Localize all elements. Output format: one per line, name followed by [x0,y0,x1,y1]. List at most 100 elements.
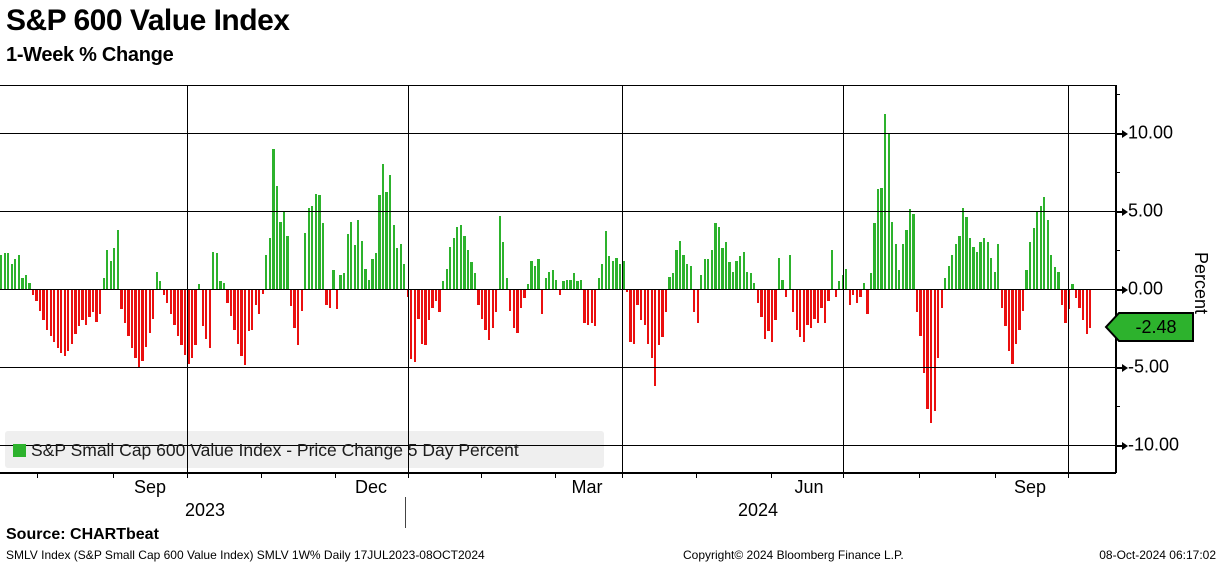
y-minor-tick [1115,250,1120,252]
y-tick-label: -5.00 [1128,356,1170,377]
bar [855,289,858,304]
bar [509,289,512,311]
x-gridline [408,85,409,472]
bar [219,281,222,289]
bar [38,289,42,311]
bar [399,243,402,289]
bar [636,289,639,305]
bar [707,259,710,289]
bar [289,289,293,307]
bar [102,278,105,289]
bar [45,289,49,330]
y-axis-line [1115,85,1117,473]
bar [866,289,869,314]
bar [502,242,505,289]
bar [116,229,119,289]
bar [622,260,625,289]
bar [473,273,477,289]
y-major-tick [1115,133,1123,135]
bar [717,226,721,289]
bar [1057,271,1060,289]
bar [541,289,544,314]
bar [335,289,339,310]
bar [378,195,381,289]
bar [130,289,134,349]
bar [53,289,56,343]
bar [505,278,508,289]
bar [961,207,965,289]
bar [777,257,781,289]
bar [615,257,618,289]
bar [360,240,363,289]
x-month-label: Sep [1013,477,1047,497]
bar [487,289,491,341]
bar [951,254,954,289]
legend-label: S&P Small Cap 600 Value Index - Price Ch… [31,440,519,460]
bar [459,225,462,289]
bar [434,289,438,302]
bar [1060,289,1064,305]
bar [555,279,558,289]
bar [1085,289,1088,335]
bar [17,254,20,289]
bar [1036,211,1039,289]
bar [166,289,169,304]
y-axis-title: Percent [1191,252,1211,315]
x-gridline [622,85,623,472]
bar [983,237,986,289]
bar [314,193,317,289]
bar [548,271,551,289]
bar [1028,242,1032,289]
page-title: S&P 600 Value Index [6,4,290,37]
flag-shape [1104,312,1194,342]
bar [226,289,229,304]
bar [106,250,109,289]
y-tick-label: -10.00 [1128,434,1180,455]
bar [898,270,901,289]
bar [685,264,689,289]
bar [1021,289,1025,311]
bar [67,289,70,352]
bar [763,289,767,339]
bar [990,257,993,289]
bar [159,281,162,289]
bar [10,264,13,289]
bar [311,206,314,289]
bar [519,289,523,308]
x-month-label: Mar [571,477,603,497]
bar [640,289,643,321]
bar [944,278,947,289]
bar [134,289,137,358]
y-tick-arrow-icon [1122,207,1128,216]
bar [901,243,904,289]
x-month-tick [919,472,920,478]
bar [675,250,678,289]
bar [173,289,176,325]
bar [1064,289,1067,324]
bar [1089,289,1092,328]
x-month-label: Jun [794,477,824,497]
bar [1039,206,1042,289]
bar [1046,220,1049,289]
bar [180,289,183,346]
bar [3,253,6,289]
bar [183,289,187,355]
bar [127,289,130,336]
bar [371,259,374,289]
bar [1071,284,1074,289]
y-major-tick [1115,445,1123,447]
bar [279,221,282,289]
bar [891,221,894,289]
bar [353,245,356,289]
x-gridline [1068,85,1069,472]
bar [449,246,452,289]
bar [81,289,84,321]
bar [325,289,328,305]
bar [495,289,498,313]
bar [838,281,841,289]
bar [396,248,399,289]
bar [272,148,275,289]
bar [477,289,480,305]
bar [215,253,218,289]
bar [491,289,494,328]
